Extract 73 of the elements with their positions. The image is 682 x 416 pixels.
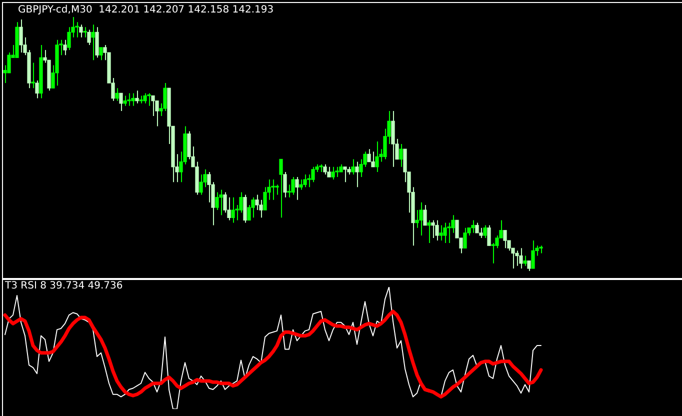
candlestick: [35, 80, 39, 99]
candlestick: [331, 166, 335, 180]
candlestick: [299, 179, 303, 190]
candlestick: [479, 227, 483, 238]
candlestick: [531, 240, 535, 269]
candlestick: [147, 92, 151, 106]
candlestick: [447, 222, 451, 244]
candlestick: [483, 224, 487, 238]
candlestick: [523, 255, 527, 266]
candlestick: [19, 19, 23, 54]
candlestick: [415, 210, 419, 228]
candlestick: [67, 26, 71, 51]
candlestick: [243, 194, 247, 224]
candlestick: [123, 95, 127, 106]
candlestick: [275, 184, 279, 196]
candlestick: [515, 250, 519, 266]
candlestick: [119, 92, 123, 112]
candlestick: [283, 171, 287, 198]
candlestick: [327, 166, 331, 178]
candlestick: [443, 222, 447, 244]
candlestick: [131, 92, 135, 106]
candlestick: [399, 144, 403, 168]
candlestick: [199, 174, 203, 196]
candlestick: [435, 220, 439, 242]
candlestick: [343, 166, 347, 183]
candlestick: [463, 227, 467, 249]
candlestick: [63, 39, 67, 56]
candlestick: [371, 151, 375, 168]
candlestick: [91, 24, 95, 61]
candlestick: [323, 164, 327, 175]
candlestick: [263, 186, 267, 211]
candlestick: [351, 158, 355, 175]
candlestick: [303, 174, 307, 188]
candlestick: [227, 196, 231, 221]
candlestick: [127, 92, 131, 106]
candlestick: [259, 199, 263, 218]
candlestick: [143, 92, 147, 104]
candlestick: [251, 196, 255, 218]
candlestick: [95, 26, 99, 58]
candlestick: [219, 189, 223, 216]
candlestick: [423, 204, 427, 226]
candlestick: [375, 140, 379, 172]
candlestick: [471, 220, 475, 234]
candlestick: [527, 260, 531, 272]
candlestick: [99, 46, 103, 61]
candlestick: [519, 248, 523, 269]
candlestick: [271, 179, 275, 200]
candlestick: [255, 194, 259, 211]
chart-title: GBPJPY-cd,M30 142.201 142.207 142.158 142.193: [18, 4, 274, 16]
candlestick: [431, 220, 435, 238]
candlestick: [295, 176, 299, 200]
candlestick: [151, 95, 155, 117]
candlestick: [487, 224, 491, 246]
candlestick: [135, 90, 139, 104]
candlestick: [279, 158, 283, 218]
candlestick: [291, 176, 295, 196]
candlestick: [355, 161, 359, 188]
candlestick: [83, 26, 87, 38]
candlestick: [79, 24, 83, 38]
candlestick: [31, 62, 35, 89]
candlestick: [503, 230, 507, 249]
candlestick: [335, 166, 339, 178]
candlestick: [311, 166, 315, 183]
candlestick: [391, 110, 395, 168]
candlestick: [231, 196, 235, 224]
candlestick: [87, 29, 91, 46]
candlestick: [427, 220, 431, 244]
candlestick: [215, 192, 219, 211]
candlestick: [419, 202, 423, 236]
candlestick: [115, 88, 119, 102]
chart-title: T3 RSI 8 39.734 49.736: [4, 280, 123, 292]
candlestick: [439, 224, 443, 242]
candlestick: [475, 222, 479, 234]
